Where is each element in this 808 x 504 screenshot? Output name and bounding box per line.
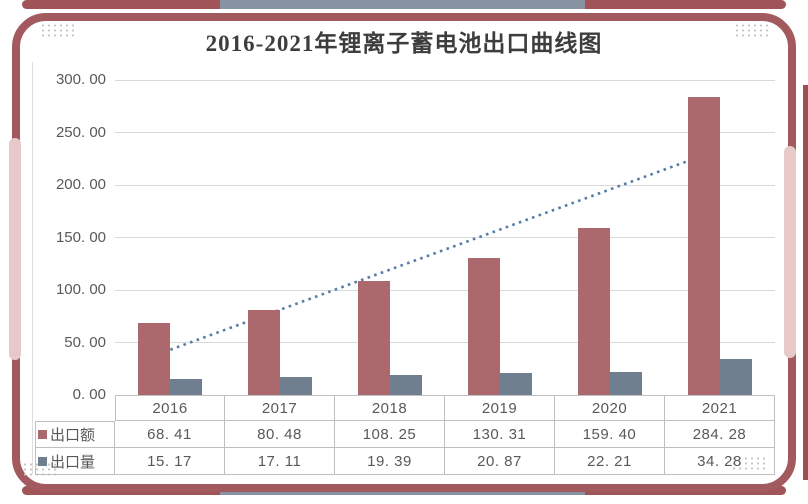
bar-export-value-2020 [578, 227, 610, 395]
gridline [115, 184, 775, 186]
bar-export-value-2016 [138, 323, 170, 395]
y-tick-label: 200. 00 [55, 176, 106, 193]
y-tick-label: 100. 00 [55, 281, 106, 298]
table-cell-value: 15. 17 [115, 448, 225, 475]
legend-label: 出口量 [50, 453, 96, 471]
table-cell-value: 130. 31 [445, 421, 555, 448]
bar-export-value-2019 [468, 258, 500, 395]
gridline [115, 342, 775, 343]
gridline [115, 237, 775, 238]
dot-grid-top-left [40, 23, 74, 38]
decor-pink-segment-left [9, 138, 21, 360]
dot-grid-bottom-left [22, 462, 56, 477]
table-header-year: 2021 [665, 395, 775, 421]
trendline [143, 148, 719, 361]
table-cell-value: 22. 21 [555, 448, 665, 475]
table-header-year: 2018 [335, 395, 445, 421]
y-tick-label: 150. 00 [55, 228, 106, 246]
table-cell-value: 284. 28 [665, 421, 775, 448]
table-header-year: 2020 [555, 395, 665, 421]
table-cell-value: 19. 39 [335, 448, 445, 475]
table-header-year: 2016 [115, 395, 225, 421]
chart-title: 2016-2021年锂离子蓄电池出口曲线图 [205, 31, 603, 56]
table-legend-export-value: 出口额 [35, 421, 115, 448]
decor-strip-top-gray-segment [220, 0, 585, 9]
table-cell-value: 159. 40 [555, 421, 665, 448]
gridline [115, 79, 775, 81]
bar-export-volume-2017 [280, 377, 312, 395]
dot-grid-bottom-right [731, 456, 765, 471]
bar-export-value-2018 [358, 281, 390, 395]
y-tick-label: 50. 00 [64, 333, 106, 351]
y-tick-label: 0. 00 [72, 386, 106, 403]
table-cell-value: 17. 11 [225, 448, 335, 475]
gridline [115, 132, 775, 133]
legend-label: 出口额 [50, 427, 96, 444]
table-header-year: 2017 [225, 395, 335, 421]
data-table: 2016 2017 2018 2019 2020 2021 出口额 68. 41 80. 48 1… [35, 395, 775, 475]
decor-strip-top [22, 0, 786, 9]
legend-swatch [38, 430, 47, 439]
bar-export-volume-2020 [610, 371, 642, 395]
chart-frame-left-line [32, 62, 33, 474]
table-legend-export-volume: 出口量 [35, 448, 115, 475]
table-header-year: 2019 [445, 395, 555, 421]
table-corner-empty [35, 395, 115, 421]
table-cell-value: 34. 28 [665, 448, 775, 475]
bar-export-volume-2016 [170, 379, 202, 395]
bar-export-volume-2021 [720, 359, 752, 395]
legend-swatch [38, 456, 47, 466]
gridline [115, 289, 775, 291]
decor-pink-segment-right [784, 146, 796, 358]
y-tick-label: 300. 00 [55, 71, 106, 88]
edge-accent-right [803, 85, 808, 480]
table-cell-value: 68. 41 [115, 421, 225, 448]
y-tick-label: 250. 00 [55, 123, 106, 141]
dot-grid-top-right [734, 23, 768, 38]
bar-export-value-2017 [248, 310, 280, 395]
bar-export-volume-2019 [500, 373, 532, 395]
bar-export-value-2021 [688, 96, 720, 395]
table-cell-value: 80. 48 [225, 421, 335, 448]
table-cell-value: 108. 25 [335, 421, 445, 448]
table-cell-value: 20. 87 [445, 448, 555, 475]
bar-export-volume-2018 [390, 374, 422, 395]
